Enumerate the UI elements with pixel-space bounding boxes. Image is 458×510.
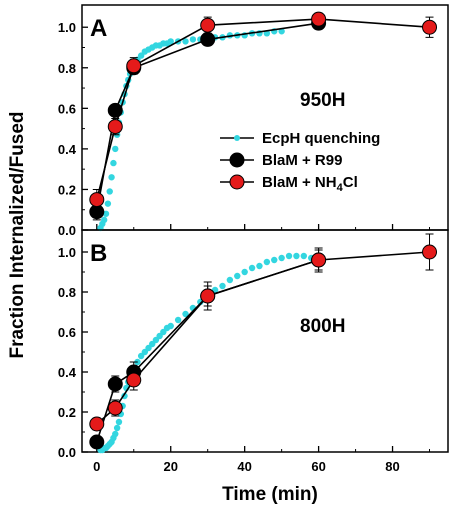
panel-a-ecph-point <box>167 38 174 45</box>
panel-b-ecph-point <box>226 276 234 284</box>
panel-a-ecph-point <box>110 159 117 167</box>
legend-ecph-marker <box>234 135 240 141</box>
panel-b-ecph-point <box>113 424 121 432</box>
panel-b-x-tick-label: 60 <box>311 459 325 474</box>
panel-a-ecph-point <box>182 38 189 45</box>
panel-b-y-tick-label: 0.0 <box>58 445 76 460</box>
legend-nh4cl-label: BlaM + NH4Cl <box>262 174 358 194</box>
legend: EcpH quenching BlaM + R99 BlaM + NH4Cl <box>220 130 380 194</box>
panel-b-y-tick-label: 0.6 <box>58 325 76 340</box>
panel-b-ecph-point <box>219 282 226 290</box>
panel-a: A 950H 0.0 0.2 0.4 0.6 0.8 1.0 EcpH quenching… <box>58 4 449 238</box>
panel-b-x-tick-label: 0 <box>93 459 100 474</box>
panel-b-series-r99 <box>92 247 323 447</box>
panel-b-series-ecph <box>97 252 322 454</box>
panel-b-ecph-point <box>278 254 285 262</box>
panel-b-nh4cl-point <box>89 416 105 432</box>
panel-b-x-tick-label: 80 <box>385 459 399 474</box>
legend-item-r99: BlaM + R99 <box>220 152 342 169</box>
panel-a-frame <box>81 4 449 231</box>
panel-b-ecph-point <box>115 418 123 426</box>
panel-a-y-tick-label: 1.0 <box>58 20 76 35</box>
panel-b-annotation: 800H <box>300 316 345 337</box>
panel-b-ecph-point <box>248 264 256 272</box>
legend-item-ecph: EcpH quenching <box>220 130 380 147</box>
legend-r99-marker <box>229 152 245 168</box>
panel-a-r99-point <box>107 102 123 118</box>
panel-a-ecph-point <box>189 36 197 43</box>
panel-a-ecph-point <box>104 200 112 207</box>
panel-b-x-tick-label: 40 <box>237 459 251 474</box>
panel-a-ecph-point <box>137 52 145 59</box>
panel-a-ecph-point <box>106 188 113 195</box>
panel-b-y-tick-label: 1.0 <box>58 245 76 260</box>
panel-b-nh4cl-point <box>200 288 216 304</box>
legend-nh4cl-marker <box>229 174 245 190</box>
panel-a-y-tick-label: 0.6 <box>58 101 76 116</box>
panel-b-ecph-point <box>256 262 263 270</box>
panel-a-series-ecph <box>97 28 285 232</box>
panel-b-nh4cl-point <box>311 252 327 268</box>
panel-a-ecph-point <box>112 145 119 153</box>
panel-a-nh4cl-point <box>422 19 438 35</box>
panel-b-ecph-point <box>241 268 248 276</box>
panel-a-y-tick-label: 0.2 <box>58 182 76 197</box>
panel-a-y-tick-label: 0.0 <box>58 223 76 238</box>
panel-a-nh4cl-point <box>200 17 216 33</box>
legend-r99-label: BlaM + R99 <box>262 152 342 169</box>
panel-b-ecph-point <box>112 430 119 438</box>
panel-a-letter: A <box>90 15 107 42</box>
panel-a-nh4cl-line <box>96 18 430 200</box>
panel-a-ecph-point <box>100 216 108 224</box>
panel-b-y-tick-label: 0.4 <box>58 365 77 380</box>
panel-b-frame <box>81 229 449 453</box>
panel-a-y-tick-label: 0.8 <box>58 61 76 76</box>
panel-b-ecph-point <box>263 258 271 266</box>
panel-b-ecph-point <box>234 272 241 280</box>
panel-a-nh4cl-point <box>107 119 123 135</box>
panel-a-y-tick-label: 0.4 <box>58 142 77 157</box>
panel-a-ecph-point <box>108 174 115 181</box>
panel-a-nh4cl-point <box>126 58 142 74</box>
panel-b-ecph-point <box>293 252 300 260</box>
panel-b-y-tick-label: 0.8 <box>58 285 76 300</box>
panel-a-nh4cl-point <box>89 192 105 208</box>
legend-ecph-label: EcpH quenching <box>262 130 380 147</box>
panel-a-r99-point <box>200 31 216 47</box>
panel-a-nh4cl-point <box>311 11 327 27</box>
panel-a-annotation: 950H <box>300 90 345 111</box>
panel-b-ecph-point <box>182 310 189 318</box>
x-axis-title: Time (min) <box>222 484 318 505</box>
panel-b-series-nh4cl <box>92 233 434 431</box>
panel-b-ecph-point <box>285 252 293 260</box>
panel-b-r99-point <box>89 434 105 450</box>
panel-b-x-tick-label: 20 <box>163 459 177 474</box>
panel-b-nh4cl-point <box>126 372 142 388</box>
panel-b-nh4cl-point <box>107 400 123 416</box>
legend-item-nh4cl: BlaM + NH4Cl <box>220 174 358 194</box>
panel-a-ecph-point <box>102 210 110 217</box>
panel-b-ecph-point <box>167 322 174 330</box>
panel-b-nh4cl-line <box>96 251 430 425</box>
panel-b-ecph-point <box>174 316 182 324</box>
panel-b-letter: B <box>90 240 107 267</box>
panel-a-ecph-point <box>278 28 285 35</box>
panel-b: B 800H 0.0 0.2 0.4 0.6 0.8 1.0 0 20 40 60 80 <box>58 229 449 474</box>
panel-b-ecph-point <box>271 256 278 264</box>
panel-b-ecph-point <box>300 252 308 260</box>
panel-b-nh4cl-point <box>422 244 438 260</box>
panel-b-r99-point <box>107 376 123 392</box>
y-axis-title: Fraction Internalized/Fused <box>7 111 28 358</box>
panel-b-y-tick-label: 0.2 <box>58 405 76 420</box>
